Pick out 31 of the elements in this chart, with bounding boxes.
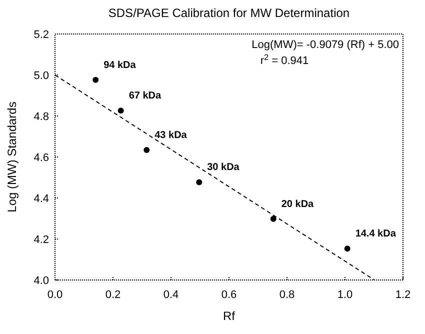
point (196, 179, 202, 186)
y-tick-label: 4.8 (34, 110, 49, 123)
annotation: 30 kDa (207, 162, 240, 174)
y-tick-label: 5.2 (34, 28, 49, 41)
x-tick-label: 0.0 (47, 289, 63, 301)
annotation: 14.4 kDa (355, 228, 396, 240)
x-tick-label: 0.6 (221, 289, 237, 301)
annotation: 20 kDa (281, 198, 314, 210)
y-tick-label: 4.4 (34, 192, 49, 205)
y-tick-label: 5.0 (34, 70, 49, 82)
point (144, 147, 150, 154)
x-tick-label: 1.2 (395, 289, 411, 301)
point (118, 108, 124, 114)
chart-title: SDS/PAGE Calibration for MW Determination (108, 6, 350, 20)
x-tick-label: 1.0 (337, 289, 353, 301)
annotation: r$^{2}$ = 0.941 (260, 52, 309, 67)
x-tick-label: 0.8 (279, 289, 295, 301)
y-axis-title: Log (MW) Standards (5, 102, 19, 212)
x-tick-label: 0.4 (163, 289, 179, 301)
y-tick-label: 4.0 (34, 274, 49, 287)
annotation: 67 kDa (128, 90, 162, 102)
y-tick-label: 4.2 (34, 234, 49, 246)
annotation: 43 kDa (154, 130, 188, 142)
x-tick-label: 0.2 (105, 289, 121, 301)
x-axis-title: Rf (223, 309, 236, 323)
y-tick-label: 4.6 (34, 152, 49, 164)
point (270, 216, 276, 222)
annotation: 94 kDa (104, 60, 136, 71)
point (344, 246, 350, 252)
point (92, 76, 99, 83)
annotation: Log(MW)= -0.9079 (Rf) + 5.00 (252, 39, 399, 51)
